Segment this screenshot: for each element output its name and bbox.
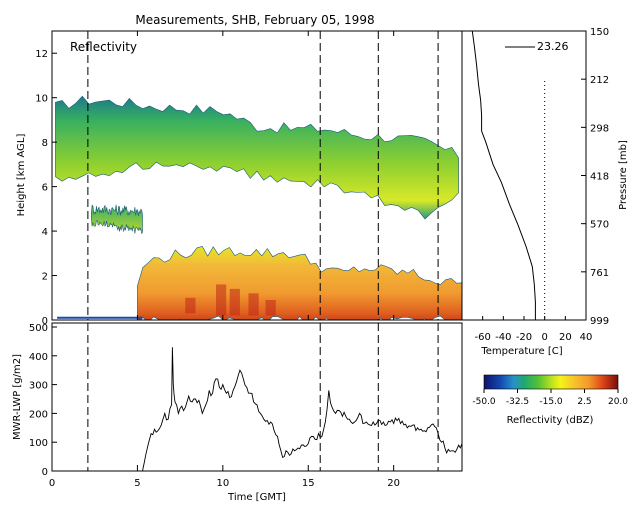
sounding-panel: 23.26 150 212 298 418 570 761 999 -60 -40 -20 0 20… — [461, 27, 629, 357]
lwp-x-tick-label: 10 — [216, 478, 229, 489]
lwp-x-tick-label: 15 — [302, 478, 315, 489]
y-tick-label: 0 — [42, 316, 48, 327]
low-cloud-core — [248, 293, 259, 316]
temperature-tick-label: -40 — [495, 332, 511, 343]
reflectivity-panel: Reflectivity 0 2 4 6 8 10 12 Height [km AGL] — [16, 30, 463, 327]
y-tick-label: 10 — [35, 94, 48, 105]
temperature-profile-line — [471, 31, 536, 320]
colorbar-gradient — [483, 374, 619, 390]
sounding-ylabel: Pressure [mb] — [618, 140, 629, 210]
y-tick-label: 2 — [42, 272, 48, 283]
lwp-ylabel: MWR-LWP [g/m2] — [12, 354, 23, 440]
y-tick-label: 4 — [42, 227, 48, 238]
colorbar: -50.0 -32.5 -15.0 2.5 20.0 Reflectivity (dBZ… — [472, 374, 628, 426]
pressure-tick-label: 150 — [590, 27, 609, 38]
colorbar-tick-label: 2.5 — [577, 397, 591, 407]
low-cloud-core — [229, 288, 240, 316]
sounding-temperature-axis: -60 -40 -20 0 20 40 — [474, 316, 592, 343]
low-cloud-core — [265, 299, 276, 316]
colorbar-ticks: -50.0 -32.5 -15.0 2.5 20.0 — [472, 389, 628, 407]
lwp-x-tick-label: 20 — [387, 478, 400, 489]
sounding-frame — [461, 30, 587, 321]
lwp-y-tick-label: 400 — [29, 352, 48, 363]
cloud-layer-mid — [91, 204, 143, 235]
lwp-y-tick-label: 0 — [42, 467, 48, 478]
y-tick-label: 6 — [42, 183, 48, 194]
temperature-tick-label: 40 — [580, 332, 593, 343]
temperature-tick-label: 0 — [541, 332, 547, 343]
pressure-tick-label: 570 — [590, 220, 609, 231]
sounding-content — [471, 31, 546, 320]
reflectivity-ylabel: Height [km AGL] — [16, 134, 27, 217]
reflectivity-dashed-lines — [87, 31, 439, 320]
colorbar-tick-label: 20.0 — [608, 397, 628, 407]
colorbar-tick-label: -15.0 — [539, 397, 563, 407]
colorbar-tick-label: -32.5 — [506, 397, 529, 407]
temperature-tick-label: -20 — [516, 332, 532, 343]
lwp-x-tick-label: 5 — [134, 478, 140, 489]
lwp-dashed-lines — [87, 323, 439, 471]
y-tick-label: 8 — [42, 138, 48, 149]
lwp-panel: 0 100 200 300 400 500 0 5 10 15 20 Time [GMT] MWR… — [12, 322, 463, 503]
colorbar-tick-label: -50.0 — [472, 397, 496, 407]
lwp-y-tick-label: 100 — [29, 438, 48, 449]
lwp-frame — [51, 322, 463, 472]
lwp-series — [142, 347, 462, 471]
lwp-y-axis: 0 100 200 300 400 500 — [29, 323, 57, 478]
low-cloud-core — [185, 297, 196, 314]
pressure-tick-label: 298 — [590, 123, 609, 134]
lwp-line — [142, 347, 462, 471]
lwp-y-tick-label: 200 — [29, 409, 48, 420]
sounding-legend-value: 23.26 — [537, 40, 569, 53]
lwp-y-tick-label: 300 — [29, 381, 48, 392]
reflectivity-label: Reflectivity — [70, 40, 137, 54]
cloud-layer-upper — [55, 95, 459, 220]
reflectivity-clouds — [55, 95, 462, 320]
reflectivity-y-axis: 0 2 4 6 8 10 12 — [35, 31, 395, 327]
lwp-xlabel: Time [GMT] — [227, 492, 286, 503]
lwp-x-tick-label: 0 — [49, 478, 55, 489]
lwp-y-tick-label: 500 — [29, 323, 48, 334]
pressure-tick-label: 761 — [590, 268, 609, 279]
sounding-pressure-axis: 150 212 298 418 570 761 999 — [581, 27, 609, 327]
pressure-tick-label: 418 — [590, 172, 609, 183]
temperature-tick-label: 20 — [559, 332, 572, 343]
pressure-tick-label: 999 — [590, 316, 609, 327]
pressure-tick-label: 212 — [590, 75, 609, 86]
y-tick-label: 12 — [35, 49, 48, 60]
colorbar-label: Reflectivity (dBZ) — [507, 415, 594, 426]
lwp-x-axis: 0 5 10 15 20 — [49, 465, 400, 489]
temperature-tick-label: -60 — [474, 332, 490, 343]
low-cloud-core — [216, 284, 227, 316]
figure-title: Measurements, SHB, February 05, 1998 — [135, 13, 374, 27]
sounding-xlabel: Temperature [C] — [480, 346, 562, 357]
